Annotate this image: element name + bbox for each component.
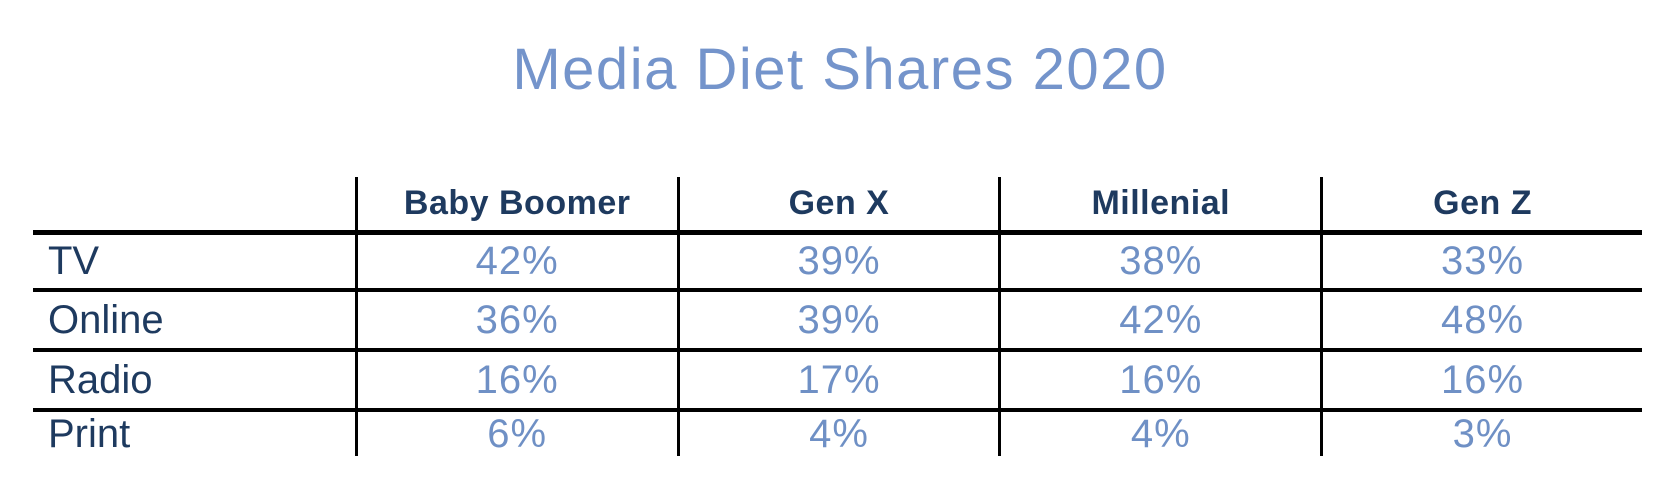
value-print-baby-boomer: 6% bbox=[354, 412, 677, 456]
value-print-gen-x: 4% bbox=[676, 412, 999, 456]
value-radio-gen-z: 16% bbox=[1320, 352, 1642, 412]
value-tv-gen-z: 33% bbox=[1320, 235, 1642, 292]
header-cell-baby-boomer: Baby Boomer bbox=[354, 177, 677, 235]
value-online-gen-x: 39% bbox=[676, 292, 999, 352]
row-label-online: Online bbox=[33, 292, 355, 352]
row-label-print: Print bbox=[48, 411, 131, 456]
value-radio-millenial: 16% bbox=[998, 352, 1321, 412]
value-tv-baby-boomer: 42% bbox=[354, 235, 677, 292]
row-label-tv: TV bbox=[33, 235, 355, 292]
table-row-radio: Radio 16% 17% 16% 16% bbox=[33, 352, 1642, 412]
media-diet-table: Baby Boomer Gen X Millenial Gen Z TV 42%… bbox=[33, 177, 1642, 456]
value-radio-baby-boomer: 16% bbox=[354, 352, 677, 412]
value-online-millenial: 42% bbox=[998, 292, 1321, 352]
value-online-gen-z: 48% bbox=[1320, 292, 1642, 352]
header-cell-empty bbox=[33, 177, 355, 235]
header-cell-gen-x: Gen X bbox=[676, 177, 999, 235]
value-tv-millenial: 38% bbox=[998, 235, 1321, 292]
value-print-millenial: 4% bbox=[998, 412, 1320, 456]
page-title: Media Diet Shares 2020 bbox=[512, 37, 1168, 102]
table-row-online: Online 36% 39% 42% 48% bbox=[33, 292, 1642, 352]
value-tv-gen-x: 39% bbox=[676, 235, 999, 292]
table-header-row: Baby Boomer Gen X Millenial Gen Z bbox=[33, 177, 1642, 235]
value-print-gen-z: 3% bbox=[1320, 412, 1642, 456]
table-row-tv: TV 42% 39% 38% 33% bbox=[33, 235, 1642, 292]
header-cell-millenial: Millenial bbox=[998, 177, 1321, 235]
table-row-print: Print 6% 4% 4% 3% bbox=[33, 412, 1642, 456]
value-online-baby-boomer: 36% bbox=[354, 292, 677, 352]
header-cell-gen-z: Gen Z bbox=[1320, 177, 1642, 235]
value-radio-gen-x: 17% bbox=[676, 352, 999, 412]
row-label-radio: Radio bbox=[33, 352, 355, 412]
